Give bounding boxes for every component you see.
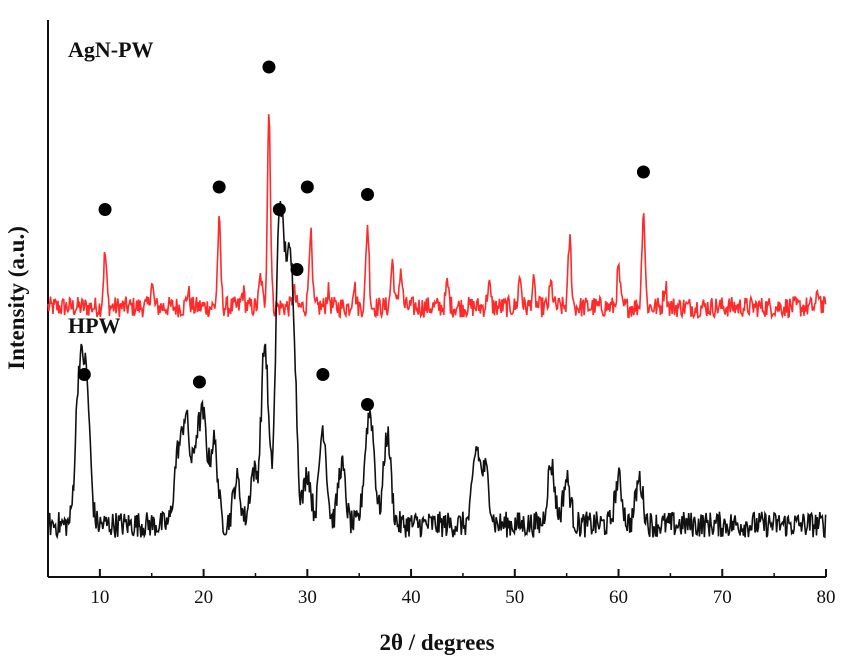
- series-line-hpw: [47, 201, 827, 540]
- peak-marker-hpw-5: [360, 398, 374, 411]
- peak-marker-hpw-3: [290, 263, 304, 276]
- x-tick-label-40: 40: [402, 587, 421, 608]
- peak-marker-agn-pw-5: [636, 165, 650, 179]
- x-tick-label-70: 70: [713, 587, 732, 608]
- series-label-agn-pw: AgN-PW: [68, 37, 154, 62]
- series-label-hpw: HPW: [68, 313, 121, 338]
- peak-marker-agn-pw-2: [262, 60, 276, 74]
- x-tick-label-50: 50: [505, 587, 524, 608]
- peak-marker-hpw-2: [272, 203, 286, 216]
- x-tick-label-80: 80: [817, 587, 836, 608]
- peak-marker-hpw-1: [192, 375, 206, 389]
- peak-marker-hpw-4: [316, 368, 330, 381]
- peak-marker-agn-pw-3: [300, 180, 314, 194]
- plot-area: 10 20 30 40 50 60 70 80 AgN-PW HPW: [47, 20, 836, 608]
- series-line-agn-pw: [47, 114, 827, 320]
- x-tick-label-10: 10: [90, 587, 109, 608]
- peak-marker-agn-pw-0: [98, 203, 112, 216]
- peak-marker-agn-pw-1: [212, 180, 226, 194]
- x-tick-label-30: 30: [298, 587, 317, 608]
- series-group: [47, 114, 827, 540]
- x-axis-title: 2θ / degrees: [379, 630, 494, 655]
- series-labels: AgN-PW HPW: [68, 37, 154, 338]
- x-tick-label-20: 20: [194, 587, 213, 608]
- x-axis-ticks: 10 20 30 40 50 60 70 80: [47, 569, 836, 608]
- peak-markers: [77, 60, 650, 411]
- peak-marker-hpw-0: [77, 368, 91, 381]
- x-tick-label-60: 60: [609, 587, 628, 608]
- y-axis-title: Intensity (a.u.): [4, 226, 29, 370]
- peak-marker-agn-pw-4: [360, 188, 374, 201]
